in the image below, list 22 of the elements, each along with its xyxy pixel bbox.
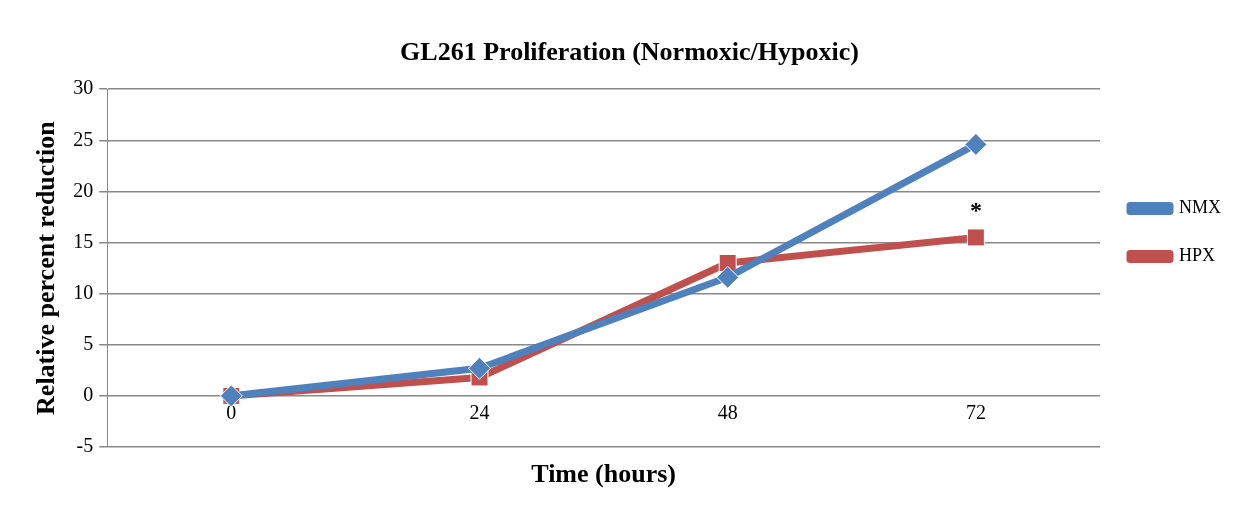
point [966, 228, 985, 247]
chart-title: GL261 Proliferation (Normoxic/Hypoxic) [400, 37, 859, 67]
x-tick-label: 72 [965, 401, 986, 424]
y-tick-label: 30 [73, 76, 94, 99]
legend-label: NMX [1179, 197, 1222, 218]
y-tick-label: -5 [76, 434, 94, 457]
y-axis-title: Relative percent reduction [31, 120, 61, 415]
x-tick-label: 0 [226, 401, 237, 424]
point [964, 132, 988, 156]
legend-label: HPX [1179, 245, 1216, 266]
y-tick-label: 15 [73, 229, 94, 252]
y-tick-label: 5 [83, 332, 94, 355]
point [716, 265, 740, 289]
y-tick-label: 0 [83, 383, 94, 406]
annotation: * [969, 196, 982, 223]
y-tick-label: 25 [73, 127, 94, 150]
y-tick-label: 10 [73, 280, 94, 303]
x-axis-title: Time (hours) [531, 459, 676, 489]
x-tick-label: 48 [717, 401, 738, 424]
x-tick-label: 24 [469, 401, 490, 424]
point [468, 356, 491, 380]
y-tick-label: 20 [73, 178, 94, 201]
